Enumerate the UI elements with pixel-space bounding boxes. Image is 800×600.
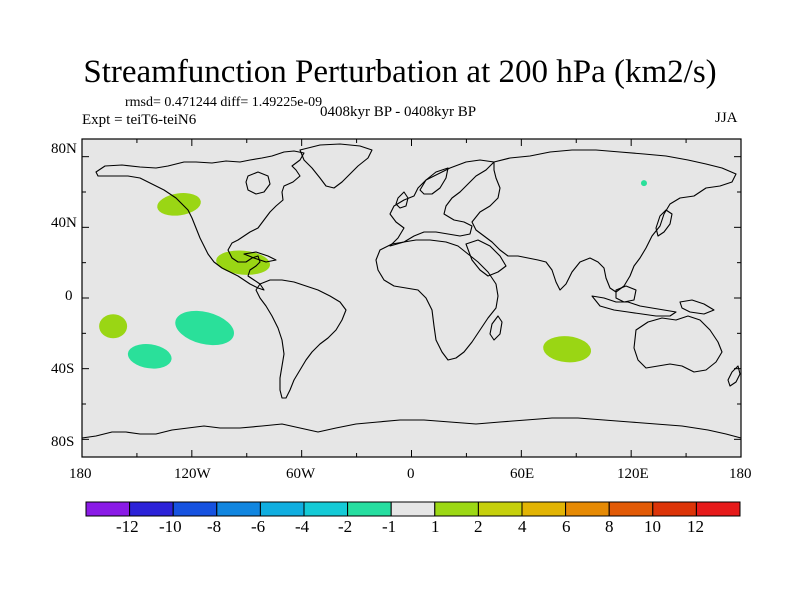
colorbar-label: 4 — [518, 517, 527, 536]
coast-africa — [375, 239, 499, 361]
coast-caribbean — [243, 251, 277, 263]
lon-tick-label: 0 — [407, 466, 415, 482]
colorbar-label: -2 — [338, 517, 353, 536]
coast-indonesia — [591, 295, 677, 317]
colorbar — [85, 501, 741, 517]
anomaly-layer — [99, 180, 647, 369]
lat-tick-label: 40N — [51, 215, 77, 231]
coast-greenland — [299, 143, 373, 189]
coast-arabia — [465, 239, 507, 277]
colorbar-swatch — [608, 501, 654, 517]
colorbar-swatch — [259, 501, 305, 517]
colorbar-swatch — [303, 501, 349, 517]
colorbar-label: -6 — [251, 517, 266, 536]
coast-new-zealand — [727, 365, 741, 387]
coast-borneo — [615, 285, 637, 303]
colorbar-swatch — [129, 501, 174, 517]
colorbar-label: -4 — [295, 517, 310, 536]
colorbar-swatch — [521, 501, 567, 517]
coast-antarctica — [81, 417, 742, 439]
lat-tick-label: 40S — [51, 361, 75, 377]
coast-scandinavia — [419, 167, 449, 195]
anomaly-siberia-negative — [640, 180, 647, 187]
colorbar-swatch — [477, 501, 523, 517]
colorbar-swatch — [85, 501, 131, 517]
lon-tick-label: 60W — [286, 466, 316, 482]
coast-asia — [471, 149, 737, 293]
anomaly-south-indian-positive — [543, 336, 592, 363]
colorbar-swatch — [434, 501, 479, 517]
map-ticks — [81, 139, 742, 457]
coast-north-america — [95, 150, 305, 291]
anomaly-southeast-pacific-negative — [175, 310, 235, 346]
colorbar-swatch — [390, 501, 436, 517]
colorbar-label: 2 — [474, 517, 483, 536]
coast-hudson-bay — [245, 171, 271, 195]
colorbar-label: -1 — [382, 517, 397, 536]
period-label: 0408kyr BP - 0408kyr BP — [320, 104, 477, 120]
colorbar-swatch — [172, 501, 218, 517]
season-label: JJA — [715, 110, 738, 126]
plot-title: Streamfunction Perturbation at 200 hPa (… — [83, 54, 717, 90]
coast-new-guinea — [679, 299, 715, 315]
lat-tick-label: 80S — [51, 434, 75, 450]
colorbar-label: -10 — [159, 517, 182, 536]
coastlines — [81, 143, 742, 439]
lat-tick-label: 0 — [65, 288, 73, 304]
colorbar-label: 12 — [687, 517, 704, 536]
coast-madagascar — [489, 315, 503, 341]
lat-tick-label: 80N — [51, 141, 77, 157]
coast-british-isles — [395, 191, 409, 209]
colorbar-label: 6 — [562, 517, 571, 536]
coast-south-america — [255, 279, 347, 399]
coast-australia — [633, 315, 723, 373]
coast-europe — [389, 159, 495, 247]
colorbar-swatch — [216, 501, 261, 517]
colorbar-label: 8 — [605, 517, 614, 536]
stats-label: rmsd= 0.471244 diff= 1.49225e-09 — [125, 95, 323, 110]
anomaly-south-pacific-positive — [99, 314, 128, 339]
colorbar-swatch — [565, 501, 610, 517]
lon-tick-label: 120E — [617, 466, 649, 482]
colorbar-label: 10 — [644, 517, 661, 536]
colorbar-label: 1 — [431, 517, 440, 536]
colorbar-swatch — [347, 501, 392, 517]
colorbar-swatch — [695, 501, 741, 517]
anomaly-southwest-pacific-negative — [127, 344, 172, 369]
colorbar-swatch — [652, 501, 697, 517]
map-background — [82, 139, 741, 457]
colorbar-label: -12 — [116, 517, 139, 536]
colorbar-label: -8 — [207, 517, 222, 536]
lon-tick-label: 60E — [510, 466, 535, 482]
coast-japan — [655, 209, 673, 237]
lon-tick-label: 180 — [69, 466, 92, 482]
experiment-label: Expt = teiT6-teiN6 — [82, 112, 197, 128]
lon-tick-label: 180 — [729, 466, 752, 482]
anomaly-north-pacific-positive — [157, 193, 201, 216]
lon-tick-label: 120W — [174, 466, 211, 482]
